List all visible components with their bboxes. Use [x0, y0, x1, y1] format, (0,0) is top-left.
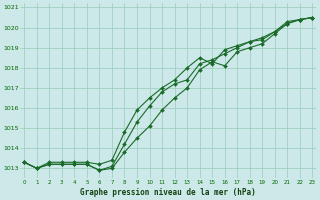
X-axis label: Graphe pression niveau de la mer (hPa): Graphe pression niveau de la mer (hPa)	[80, 188, 256, 197]
